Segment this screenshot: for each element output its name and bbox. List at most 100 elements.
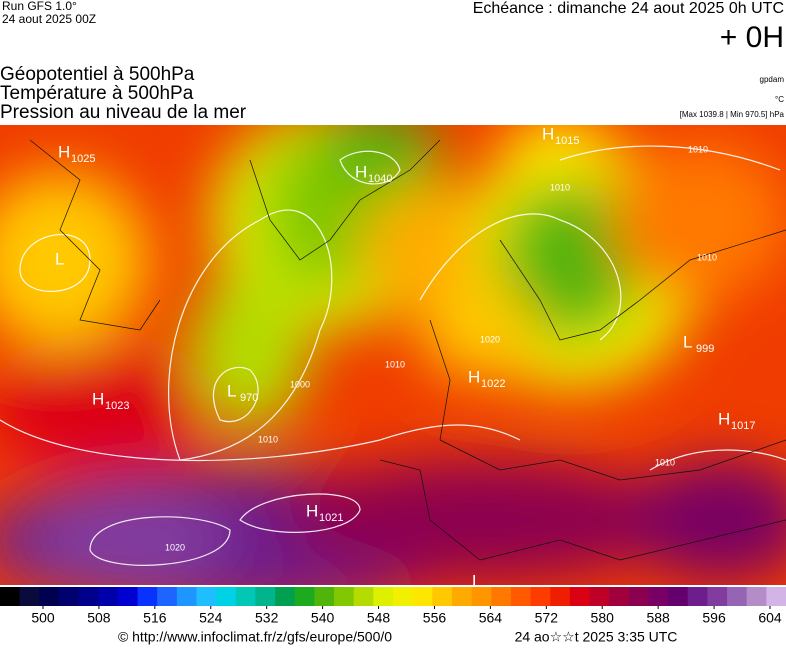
center-kind: H (355, 162, 367, 181)
contour-label: 1010 (655, 457, 675, 467)
legend-swatch (609, 587, 630, 606)
legend-swatch (0, 587, 21, 606)
legend-swatch (275, 587, 296, 606)
legend-swatch (334, 587, 355, 606)
contour-label: 1010 (550, 182, 570, 192)
legend-swatch (235, 587, 256, 606)
legend-tick-label: 516 (143, 610, 167, 626)
legend-tick-label: 540 (311, 610, 335, 626)
legend-tick-label: 532 (255, 610, 279, 626)
contour-label: 1020 (480, 334, 500, 344)
unit: gpdam (760, 75, 785, 84)
legend-swatch (294, 587, 315, 606)
center-value: 1040 (368, 173, 392, 185)
legend-swatch (510, 587, 532, 606)
legend-swatch (39, 587, 60, 606)
legend-swatch (746, 587, 767, 606)
legend-swatch (78, 587, 99, 606)
legend-tick-label: 508 (87, 610, 111, 626)
contour-label: 1020 (165, 542, 185, 552)
center-kind: L (55, 249, 64, 268)
legend-tick-label: 500 (31, 610, 55, 626)
legend-swatch (216, 587, 237, 606)
legend-tick-label: 572 (535, 610, 559, 626)
center-kind: L (683, 332, 692, 351)
legend-tick-label: 564 (479, 610, 503, 626)
center-value: 1021 (319, 512, 343, 524)
legend: 500 508 516 524 532 540 548 556 564 572 580 588 596 6… (0, 587, 786, 626)
run-label: Run GFS 1.0° (2, 0, 77, 13)
contour-label: 1000 (290, 379, 310, 389)
legend-tick-label: 588 (646, 610, 670, 626)
legend-swatch (353, 587, 374, 606)
legend-swatch (589, 587, 610, 606)
echeance: Echéance : dimanche 24 aout 2025 0h UTC (473, 0, 784, 17)
legend-swatch (727, 587, 748, 606)
legend-swatch (471, 587, 492, 606)
legend-swatch (373, 587, 394, 606)
contour-label: 1010 (385, 359, 405, 369)
center-value: 970 (240, 392, 258, 404)
offset: + 0H (720, 21, 784, 54)
title: Pression au niveau de la mer (0, 102, 247, 123)
center-kind: H (92, 389, 104, 408)
center-kind: H (58, 142, 70, 161)
contour-label: 1010 (697, 252, 717, 262)
center-value: 1025 (71, 153, 95, 165)
center-kind: H (468, 367, 480, 386)
contour-label: 1010 (688, 144, 708, 154)
footer-time: 24 ao☆☆t 2025 3:35 UTC (515, 629, 678, 645)
center-value: 1023 (105, 400, 129, 412)
legend-tick-label: 524 (199, 610, 223, 626)
center-kind: L (472, 571, 481, 590)
center-kind: H (306, 501, 318, 520)
unit: [Max 1039.8 | Min 970.5] hPa (680, 110, 785, 119)
legend-swatch (668, 587, 689, 606)
legend-swatch (196, 587, 217, 606)
footer-source: © http://www.infoclimat.fr/z/gfs/europe/… (118, 629, 392, 645)
center-kind: H (542, 124, 554, 143)
legend-swatch (19, 587, 40, 606)
center-value: 1017 (731, 420, 755, 432)
legend-tick-label: 548 (367, 610, 391, 626)
center-kind: L (227, 381, 236, 400)
legend-swatch (687, 587, 708, 606)
legend-swatch (98, 587, 119, 606)
legend-swatch (314, 587, 335, 606)
legend-swatch (432, 587, 453, 606)
legend-swatch (451, 587, 473, 606)
unit: °C (775, 95, 784, 104)
legend-swatch (137, 587, 158, 606)
title: Géopotentiel à 500hPa (0, 64, 195, 85)
legend-swatch (648, 587, 669, 606)
legend-swatch (58, 587, 80, 606)
legend-swatch (550, 587, 571, 606)
center-value: 1022 (481, 378, 505, 390)
legend-swatch (255, 587, 276, 606)
legend-swatch (393, 587, 414, 606)
legend-swatch (491, 587, 512, 606)
run-date: 24 aout 2025 00Z (2, 12, 96, 26)
contour-labels: 1010 1010 1010 1010 1010 1010 1000 1020 1020 (165, 144, 717, 552)
map (0, 125, 786, 585)
legend-tick-label: 596 (702, 610, 726, 626)
center-value: 999 (696, 343, 714, 355)
legend-swatch (569, 587, 590, 606)
legend-swatch (176, 587, 197, 606)
legend-swatch (707, 587, 728, 606)
contour-label: 1010 (258, 434, 278, 444)
legend-swatch (766, 587, 786, 606)
legend-tick-label: 580 (591, 610, 615, 626)
legend-tick-label: 604 (758, 610, 782, 626)
legend-swatch (117, 587, 139, 606)
title: Température à 500hPa (0, 83, 194, 104)
legend-swatch (530, 587, 551, 606)
legend-swatch (628, 587, 649, 606)
legend-swatch (412, 587, 433, 606)
legend-tick-label: 556 (423, 610, 447, 626)
center-value: 1015 (555, 135, 579, 147)
legend-swatch (157, 587, 178, 606)
center-kind: H (718, 409, 730, 428)
